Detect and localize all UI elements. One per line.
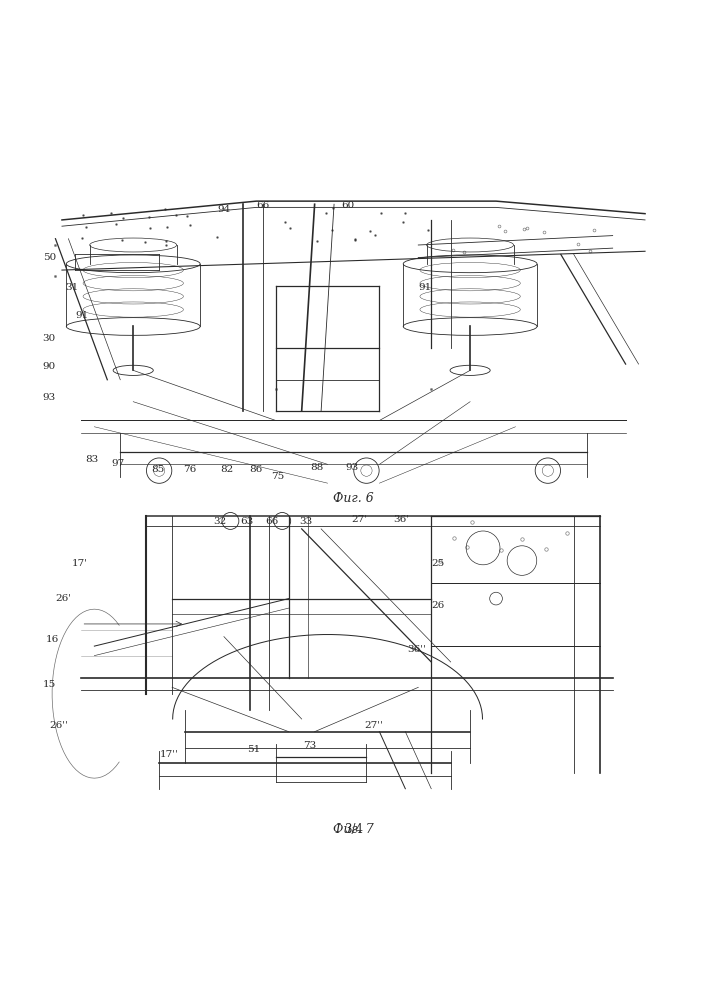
Text: 82: 82 (220, 465, 233, 474)
Text: 50: 50 (42, 253, 56, 262)
Text: 27': 27' (351, 515, 367, 524)
Text: 86: 86 (250, 465, 263, 474)
Text: 25: 25 (431, 559, 445, 568)
Text: 88: 88 (310, 463, 324, 472)
Text: 26: 26 (431, 601, 445, 610)
Text: 36'': 36'' (407, 645, 426, 654)
Text: 17': 17' (72, 559, 88, 568)
Text: 16: 16 (45, 635, 59, 644)
Text: 17'': 17'' (160, 750, 178, 759)
Text: 3/4: 3/4 (344, 823, 363, 836)
Text: 66: 66 (257, 201, 270, 210)
Text: Фиг. 7: Фиг. 7 (333, 823, 374, 836)
Text: 26': 26' (55, 594, 71, 603)
Text: 91: 91 (419, 283, 432, 292)
Text: 93: 93 (346, 463, 358, 472)
Text: 93: 93 (42, 393, 56, 402)
Text: 75: 75 (271, 472, 285, 481)
Text: 73: 73 (303, 741, 317, 750)
Text: 63: 63 (240, 517, 253, 526)
Text: 83: 83 (85, 455, 98, 464)
Text: 15: 15 (42, 680, 56, 689)
Text: 26'': 26'' (49, 721, 69, 730)
Text: 32: 32 (213, 517, 226, 526)
Text: 51: 51 (247, 745, 260, 754)
Text: 30: 30 (42, 334, 56, 343)
Text: 90: 90 (42, 362, 56, 371)
Text: 36': 36' (393, 515, 409, 524)
Text: 85: 85 (151, 465, 164, 474)
Text: 76: 76 (184, 465, 197, 474)
Text: 60: 60 (341, 201, 354, 210)
Text: 94: 94 (217, 205, 230, 214)
Text: 91: 91 (76, 311, 89, 320)
Text: 66: 66 (265, 517, 279, 526)
Text: 31: 31 (65, 283, 78, 292)
Text: 33: 33 (299, 517, 312, 526)
Text: 27'': 27'' (364, 721, 382, 730)
Text: 97: 97 (111, 459, 124, 468)
Text: Фиг. 6: Фиг. 6 (333, 492, 374, 505)
